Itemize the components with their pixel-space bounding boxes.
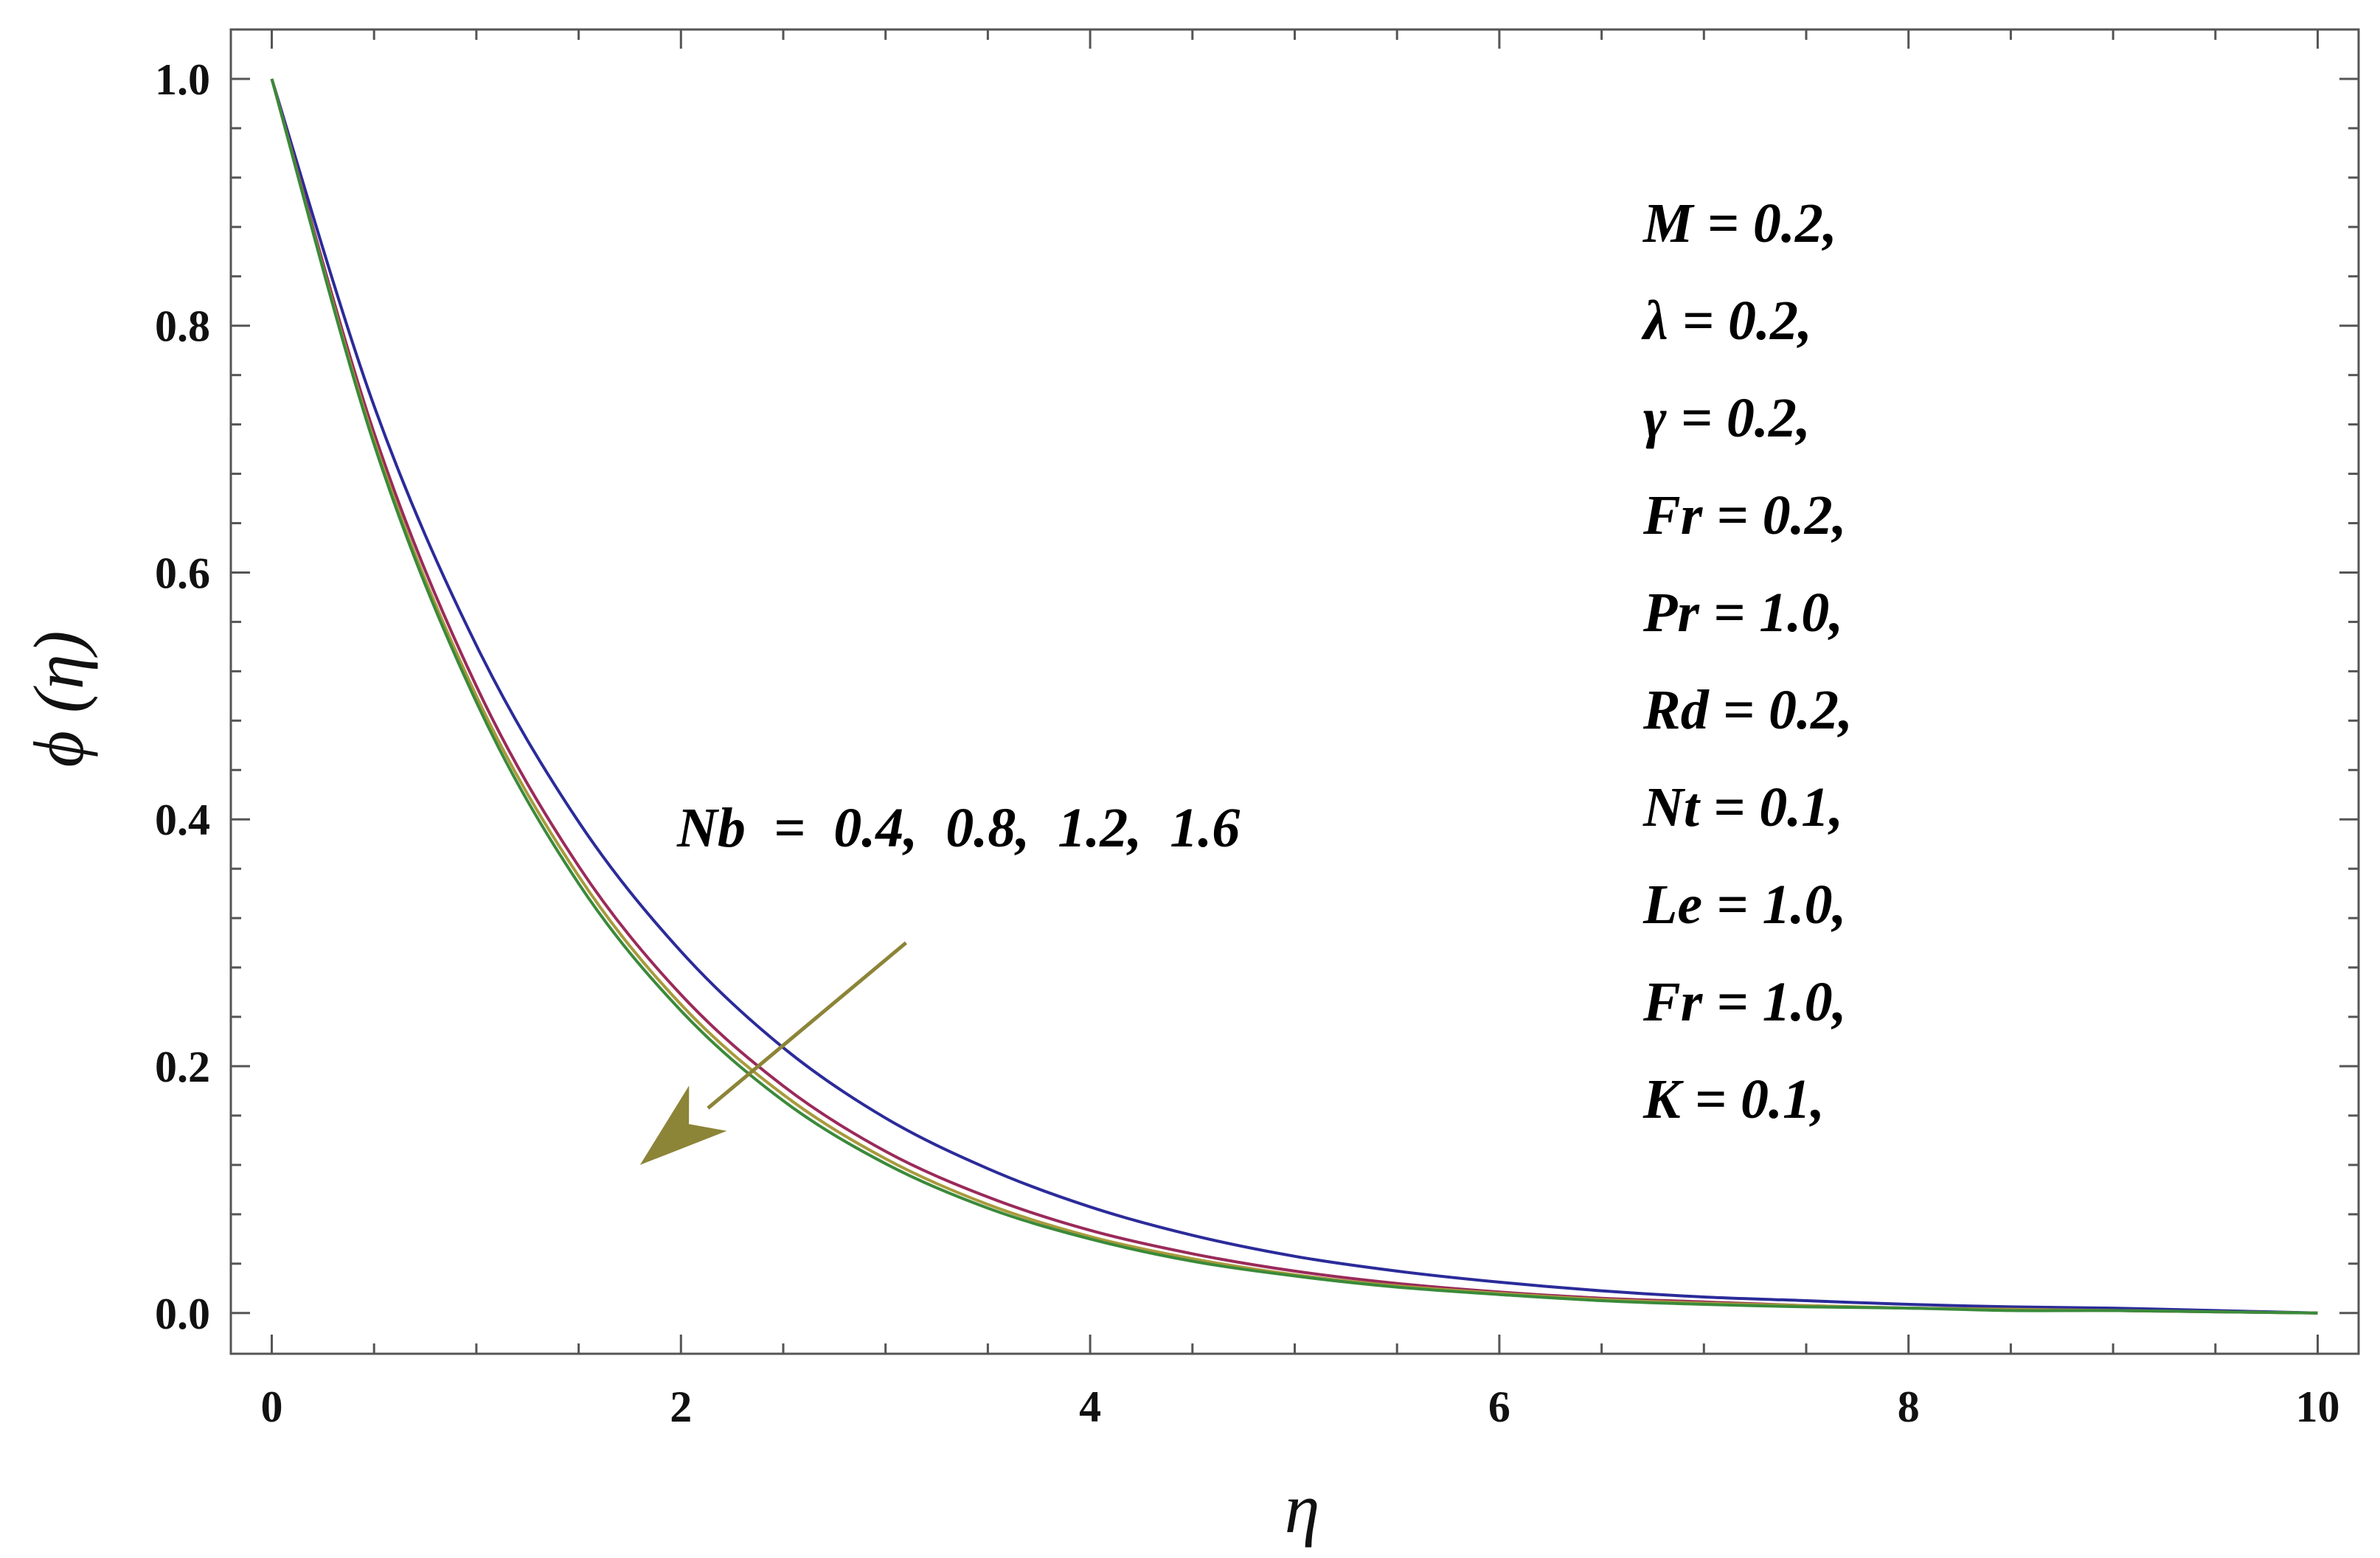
parameter-line: M = 0.2, bbox=[1642, 192, 1837, 254]
y-tick-label: 0.2 bbox=[155, 1043, 210, 1091]
parameter-line: Le = 1.0, bbox=[1642, 874, 1846, 936]
parameter-list: M = 0.2, λ = 0.2, γ = 0.2, Fr = 0.2, Pr = 1.… bbox=[1641, 192, 1853, 1130]
x-tick-labels: 0 2 4 6 8 10 bbox=[260, 1383, 2339, 1431]
parameter-line: Pr = 1.0, bbox=[1642, 582, 1843, 644]
series-line-4 bbox=[270, 78, 2318, 1315]
series-line-2 bbox=[270, 78, 2318, 1315]
series-line-1 bbox=[270, 78, 2318, 1315]
x-tick-label: 6 bbox=[1488, 1383, 1510, 1431]
arrow-shaft bbox=[707, 941, 908, 1110]
x-tick-label: 8 bbox=[1898, 1383, 1920, 1431]
series-line-3 bbox=[270, 78, 2318, 1315]
y-tick-label: 0.0 bbox=[155, 1290, 210, 1338]
parameter-line: Nt = 0.1, bbox=[1642, 776, 1843, 838]
x-tick-label: 0 bbox=[260, 1383, 282, 1431]
arrow-head bbox=[639, 1085, 727, 1165]
parameter-line: λ = 0.2, bbox=[1641, 290, 1812, 352]
y-tick-label: 0.6 bbox=[155, 549, 210, 597]
x-tick-label: 4 bbox=[1079, 1383, 1101, 1431]
x-tick-label: 2 bbox=[670, 1383, 692, 1431]
y-tick-label: 0.4 bbox=[155, 796, 210, 844]
y-tick-label: 0.8 bbox=[155, 302, 210, 351]
plot-area-frame bbox=[229, 28, 2360, 1355]
parameter-line: γ = 0.2, bbox=[1643, 387, 1811, 449]
x-axis-label: η bbox=[1285, 1469, 1320, 1548]
annotation-arrow bbox=[639, 941, 908, 1165]
parameter-line: K = 0.1, bbox=[1642, 1068, 1825, 1130]
y-axis-label: ϕ (η) bbox=[19, 630, 98, 767]
series-lines bbox=[270, 78, 2318, 1315]
y-tick-labels: 0.0 0.2 0.4 0.6 0.8 1.0 bbox=[155, 55, 210, 1338]
parameter-line: Fr = 0.2, bbox=[1642, 484, 1847, 546]
x-tick-label: 10 bbox=[2296, 1383, 2340, 1431]
nb-annotation-label: Nb = 0.4, 0.8, 1.2, 1.6 bbox=[676, 797, 1240, 859]
parameter-line: Fr = 1.0, bbox=[1642, 971, 1847, 1033]
y-tick-label: 1.0 bbox=[155, 55, 210, 104]
axis-ticks bbox=[231, 29, 2359, 1354]
parameter-line: Rd = 0.2, bbox=[1642, 679, 1853, 741]
